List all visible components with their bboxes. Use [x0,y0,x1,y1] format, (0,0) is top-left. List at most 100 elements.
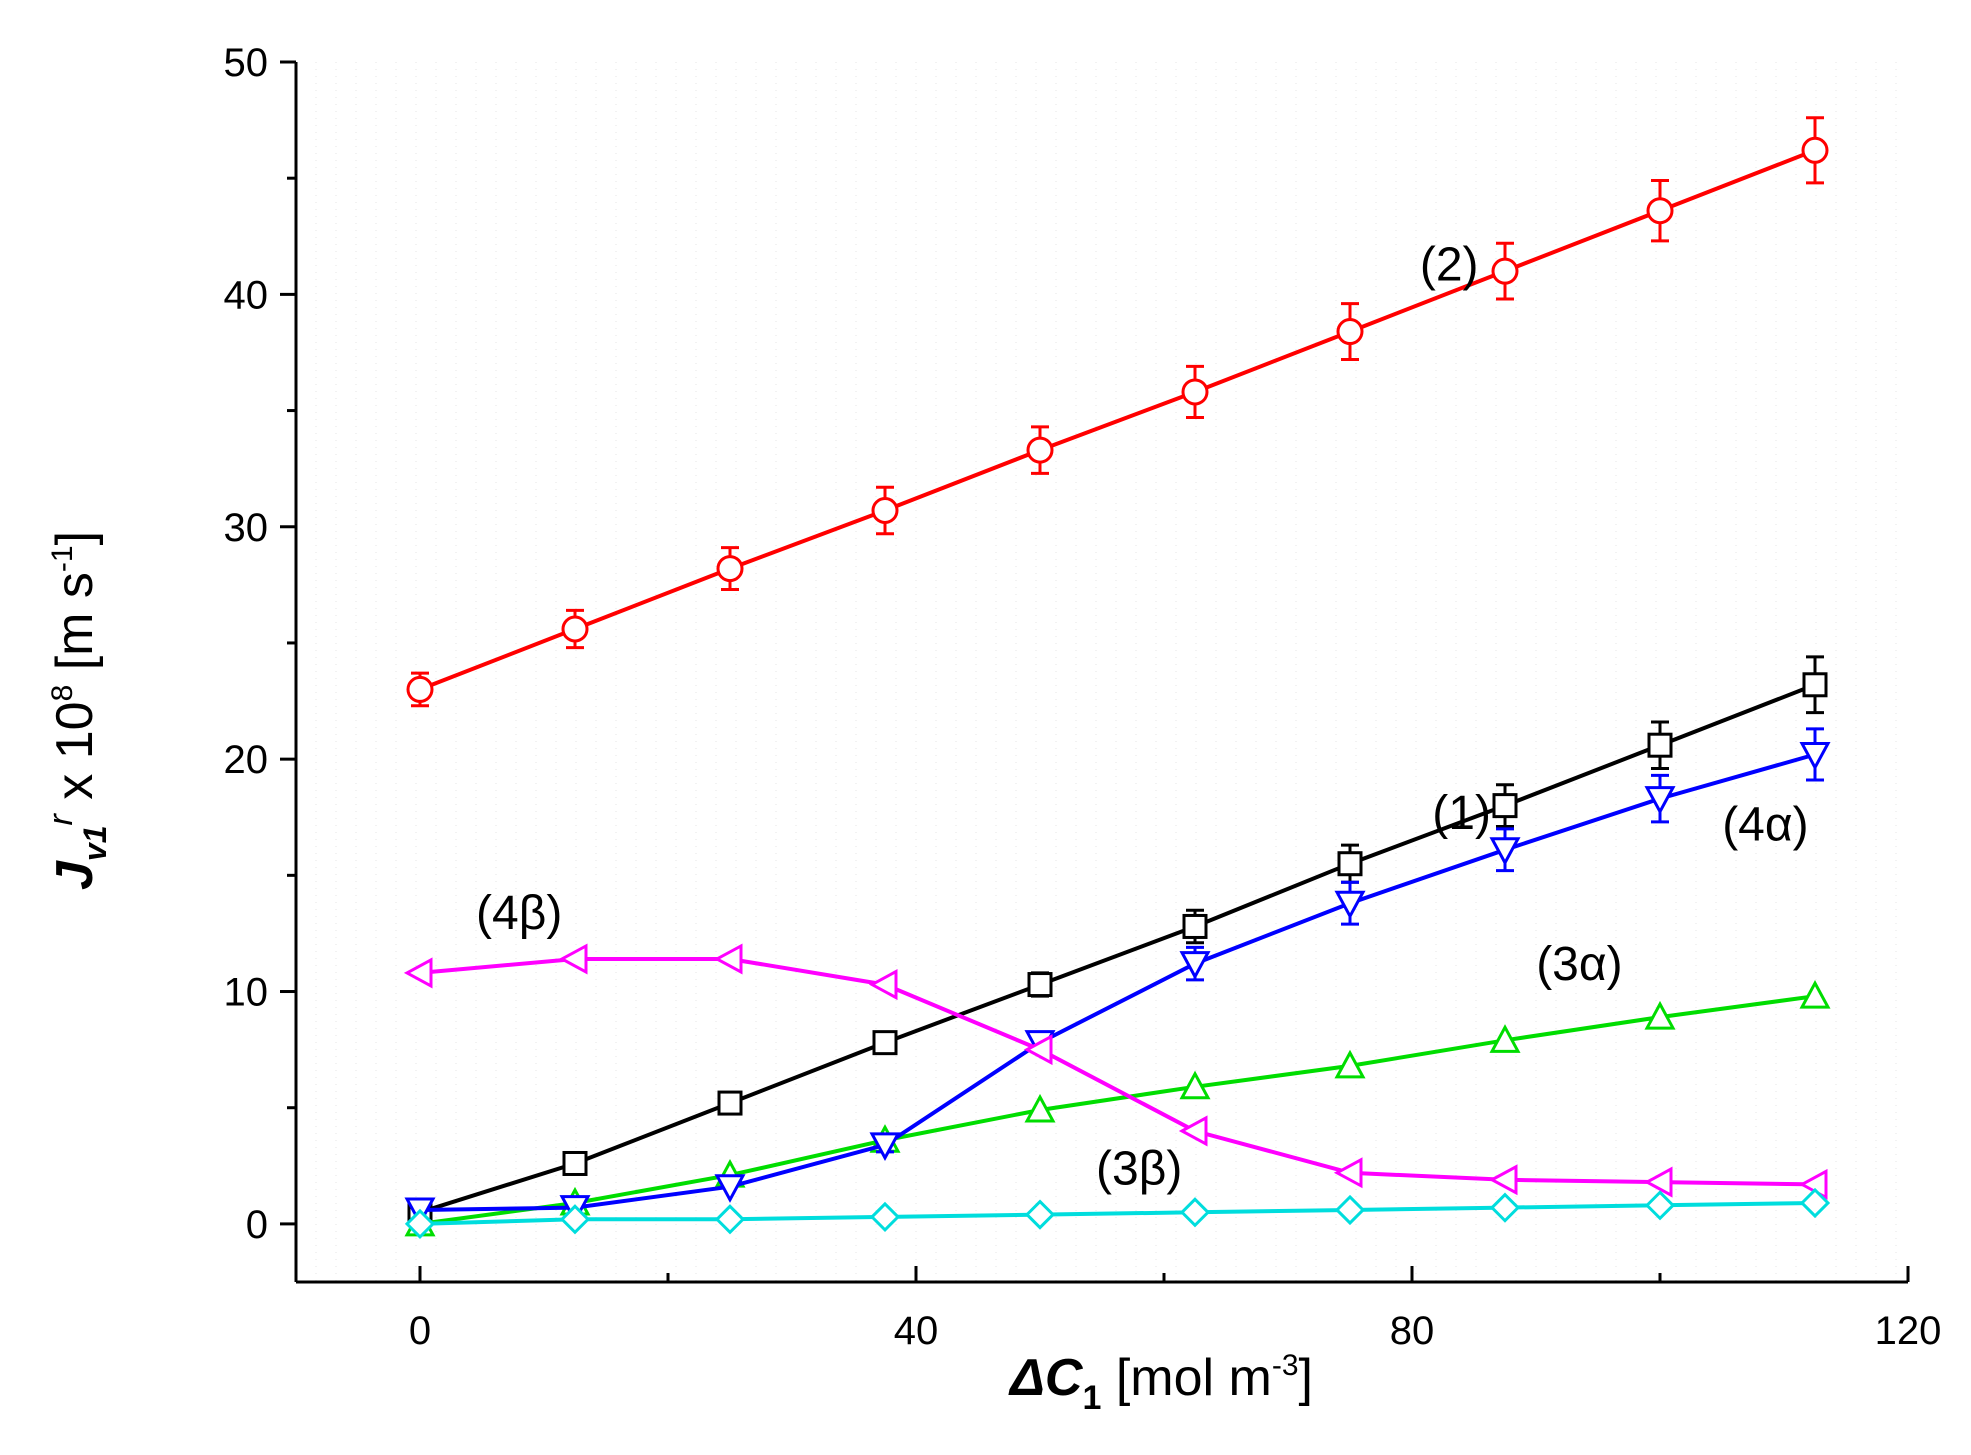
data-point [1802,672,1828,698]
series-label-close: ) [1475,787,1491,840]
series-group [406,116,1829,708]
data-point [1646,197,1674,225]
data-point [1181,378,1209,406]
data-point [713,943,743,975]
x-tick-label: 80 [1390,1309,1435,1353]
data-point [1488,1164,1518,1196]
data-point [1024,1093,1056,1123]
data-point [1334,1194,1366,1226]
series-label-open: ( [476,887,492,940]
series-label-text: 2 [1436,238,1463,291]
data-point [1799,980,1831,1009]
plot-area [315,62,1897,1282]
data-point [1644,1190,1676,1221]
y-axis-superscript: r [42,812,80,825]
y-axis-title: Jv1r x 108 [m s-1] [42,531,113,890]
x-axis-symbol: ΔC [1008,1349,1084,1407]
series-label-open: ( [1096,1142,1112,1195]
series-line [419,148,1816,692]
y-axis-subscript: v1 [77,825,113,861]
series-label-text: 1 [1448,787,1475,840]
data-point [1336,318,1364,346]
data-point [1643,1166,1673,1198]
y-tick-label: 50 [224,41,269,85]
series-line [419,752,1816,1212]
data-point [1333,1157,1363,1189]
y-axis-multiplier: x 10 [46,701,104,814]
data-point [1801,136,1829,164]
data-point [1644,786,1676,815]
series-group [403,943,1828,1200]
series-label-text: 3β [1112,1142,1166,1195]
data-point [404,1208,436,1240]
data-point [1027,972,1053,998]
data-point [1334,890,1366,920]
y-tick-label: 20 [224,738,269,782]
series-label-close: ) [1166,1142,1182,1195]
series-group [404,980,1831,1237]
data-point [1179,951,1211,980]
series-label-text: 4β [492,887,546,940]
data-point [1647,732,1673,758]
data-point [868,969,898,1001]
x-axis-unit-close: ] [1299,1349,1313,1407]
data-point [869,1201,901,1233]
data-point [869,1132,901,1162]
x-axis-unit: [mol m [1101,1349,1271,1407]
data-point [1178,1115,1208,1147]
ticks: 0 40 80 120 0 10 20 30 40 50 [224,41,1942,1353]
y-axis-unit: [m s [46,572,104,685]
data-point [558,943,588,975]
series-label: (4β) [476,887,562,940]
series-label: (3α) [1536,938,1622,991]
data-point [1489,837,1521,866]
data-point [1491,257,1519,285]
x-tick-label: 40 [894,1309,939,1353]
series-label-open: ( [1432,787,1448,840]
data-point [559,1204,591,1235]
data-point [561,615,589,643]
series-label-open: ( [1722,798,1738,851]
data-point [1023,1034,1053,1066]
y-tick-label: 0 [246,1203,268,1247]
series-label: (2) [1420,238,1479,291]
data-point [1799,741,1831,771]
x-tick-label: 120 [1875,1309,1942,1353]
series-label-close: ) [546,887,562,940]
series-line [419,1201,1816,1226]
series-label: (1) [1432,787,1491,840]
data-point [872,1030,898,1056]
series-label-close: ) [1463,238,1479,291]
y-axis-symbol: J [46,860,104,890]
series-label-text: 3α [1552,938,1606,991]
y-axis-unit-sup: -1 [46,545,79,572]
data-point [1179,1070,1211,1100]
data-point [1799,1187,1831,1219]
data-point [1492,793,1518,819]
y-tick-label: 10 [224,971,269,1015]
series-line [419,682,1816,1215]
x-axis-title: ΔC1 [mol m-3] [1008,1349,1313,1417]
data-point [1026,436,1054,464]
series-group [404,727,1831,1227]
y-axis-exponent: 8 [46,685,79,702]
data-point [1337,851,1363,877]
x-axis-subscript: 1 [1082,1379,1101,1417]
series-label: (4α) [1722,798,1808,851]
series-label: (3β) [1096,1142,1182,1195]
series-group [404,1187,1831,1240]
data-point [716,555,744,583]
axes [294,62,1908,1284]
data-point [1489,1024,1521,1053]
series [403,116,1831,1240]
data-point [1182,913,1208,939]
series-labels: (2)(1) (4α)(4β)(3α)(3β) [476,238,1809,1195]
data-point [714,1204,746,1235]
data-point [1489,1192,1521,1223]
data-point [1334,1049,1366,1079]
data-point [1644,1000,1676,1030]
data-point [717,1090,743,1116]
data-point [871,496,899,524]
data-point [403,957,433,989]
y-axis-unit-close: ] [46,531,104,545]
